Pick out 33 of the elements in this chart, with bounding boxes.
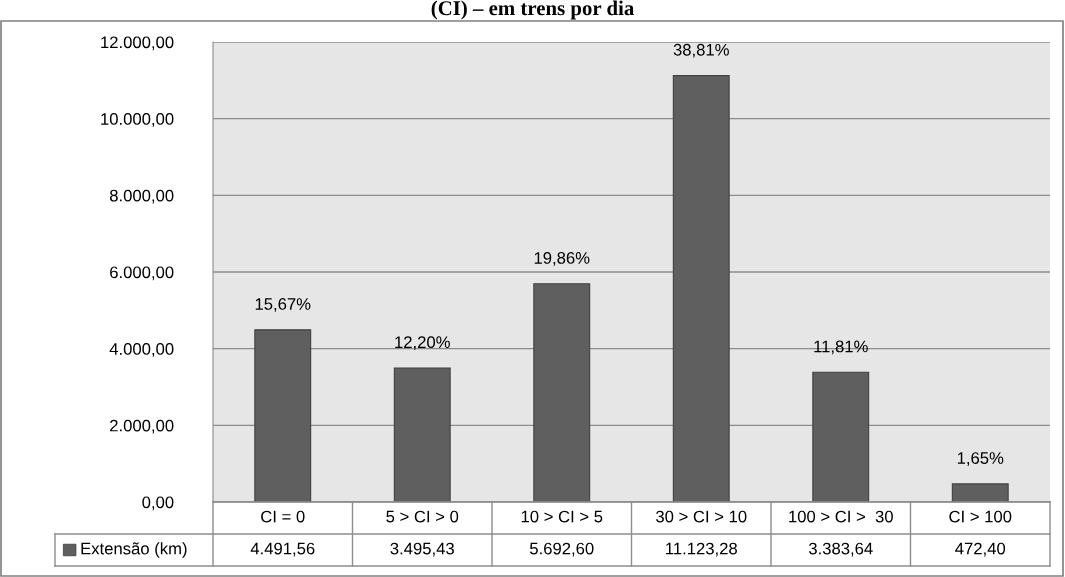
- data-label: 472,40: [955, 542, 1006, 557]
- x-tick-label: 10 > CI > 5: [521, 510, 603, 523]
- annotation: 15,67%: [255, 298, 311, 312]
- x-tick-label: 100 > CI > 30: [789, 510, 893, 523]
- y-tick-label: 4.000,00: [109, 343, 174, 357]
- annotation: 1,65%: [957, 452, 1004, 466]
- bar: [812, 371, 870, 502]
- bar: [393, 367, 451, 502]
- y-tick-label: 6.000,00: [110, 266, 174, 281]
- y-tick-label: 2.000,00: [110, 419, 174, 434]
- annotation: 12,20%: [395, 336, 450, 351]
- bar: [672, 75, 730, 502]
- x-tick-label: CI = 0: [261, 510, 305, 523]
- x-tick-label: 5 > CI > 0: [386, 510, 459, 523]
- annotation: 38,81%: [673, 43, 729, 58]
- bar: [533, 283, 591, 502]
- y-tick-label: 10.000,00: [101, 113, 174, 127]
- y-tick-label: 0,00: [142, 496, 174, 511]
- x-tick-label: CI > 100: [949, 510, 1012, 523]
- bar: [951, 483, 1009, 502]
- x-tick-label: 30 > CI > 10: [656, 510, 747, 523]
- annotation: 11,81%: [814, 340, 868, 355]
- y-tick-label: 12.000,00: [101, 36, 174, 51]
- y-tick-label: 8.000,00: [109, 189, 174, 204]
- annotation: 19,86%: [534, 252, 590, 266]
- data-label: 3.495,43: [390, 542, 454, 557]
- data-label: 5.692,60: [529, 542, 594, 557]
- data-label: 11.123,28: [666, 542, 737, 557]
- data-label: 4.491,56: [250, 542, 315, 557]
- chart-title: (CI) – em trens por dia: [431, 0, 634, 20]
- data-label: 3.383,64: [808, 542, 873, 557]
- legend-label: Extensão (km): [81, 542, 187, 558]
- bar: [254, 329, 312, 502]
